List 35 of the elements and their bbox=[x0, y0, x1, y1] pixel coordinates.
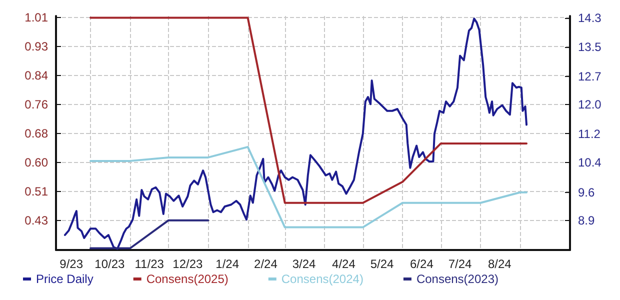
y-tick-label: 0.60 bbox=[24, 155, 48, 170]
y-tick-label: 0.84 bbox=[24, 68, 48, 83]
x-tick-label: 4/24 bbox=[332, 257, 356, 271]
y-tick-label: 0.76 bbox=[24, 98, 48, 112]
legend-label: Consens(2025) bbox=[146, 272, 228, 286]
line-series bbox=[90, 146, 528, 228]
x-tick-label: 10/23 bbox=[94, 257, 126, 271]
y2-tick-label: 14.3 bbox=[578, 10, 602, 25]
y2-tick-label: 13.5 bbox=[578, 40, 602, 54]
y2-tick-label: 11.2 bbox=[578, 126, 601, 141]
y2-tick-label: 9.6 bbox=[578, 186, 596, 200]
line-series bbox=[90, 16, 528, 204]
y2-tick-label: 8.9 bbox=[578, 213, 596, 228]
x-tick-label: 8/24 bbox=[488, 257, 512, 271]
y-tick-label: 0.68 bbox=[24, 126, 48, 140]
x-tick-label: 7/24 bbox=[448, 257, 472, 271]
x-tick-label: 9/23 bbox=[60, 257, 84, 271]
legend-label: Consens(2024) bbox=[281, 272, 364, 286]
x-tick-label: 11/23 bbox=[134, 257, 164, 271]
y2-tick-label: 12.0 bbox=[578, 98, 602, 112]
x-tick-label: 1/24 bbox=[216, 257, 240, 271]
y-tick-label: 1.01 bbox=[24, 10, 48, 25]
y2-tick-label: 12.7 bbox=[578, 69, 602, 84]
x-tick-label: 5/24 bbox=[370, 257, 394, 271]
y-tick-label: 0.43 bbox=[24, 213, 48, 228]
x-tick-label: 6/24 bbox=[410, 257, 434, 271]
y2-tick-label: 10.4 bbox=[578, 156, 602, 170]
y-tick-label: 0.93 bbox=[24, 40, 48, 54]
x-tick-label: 12/23 bbox=[172, 257, 204, 271]
legend-label: Price Daily bbox=[36, 272, 94, 286]
y-tick-label: 0.51 bbox=[24, 184, 48, 198]
legend-label: Consens(2023) bbox=[416, 272, 499, 286]
x-tick-label: 2/24 bbox=[254, 257, 278, 271]
x-tick-label: 3/24 bbox=[292, 257, 316, 271]
line-series bbox=[64, 18, 528, 250]
